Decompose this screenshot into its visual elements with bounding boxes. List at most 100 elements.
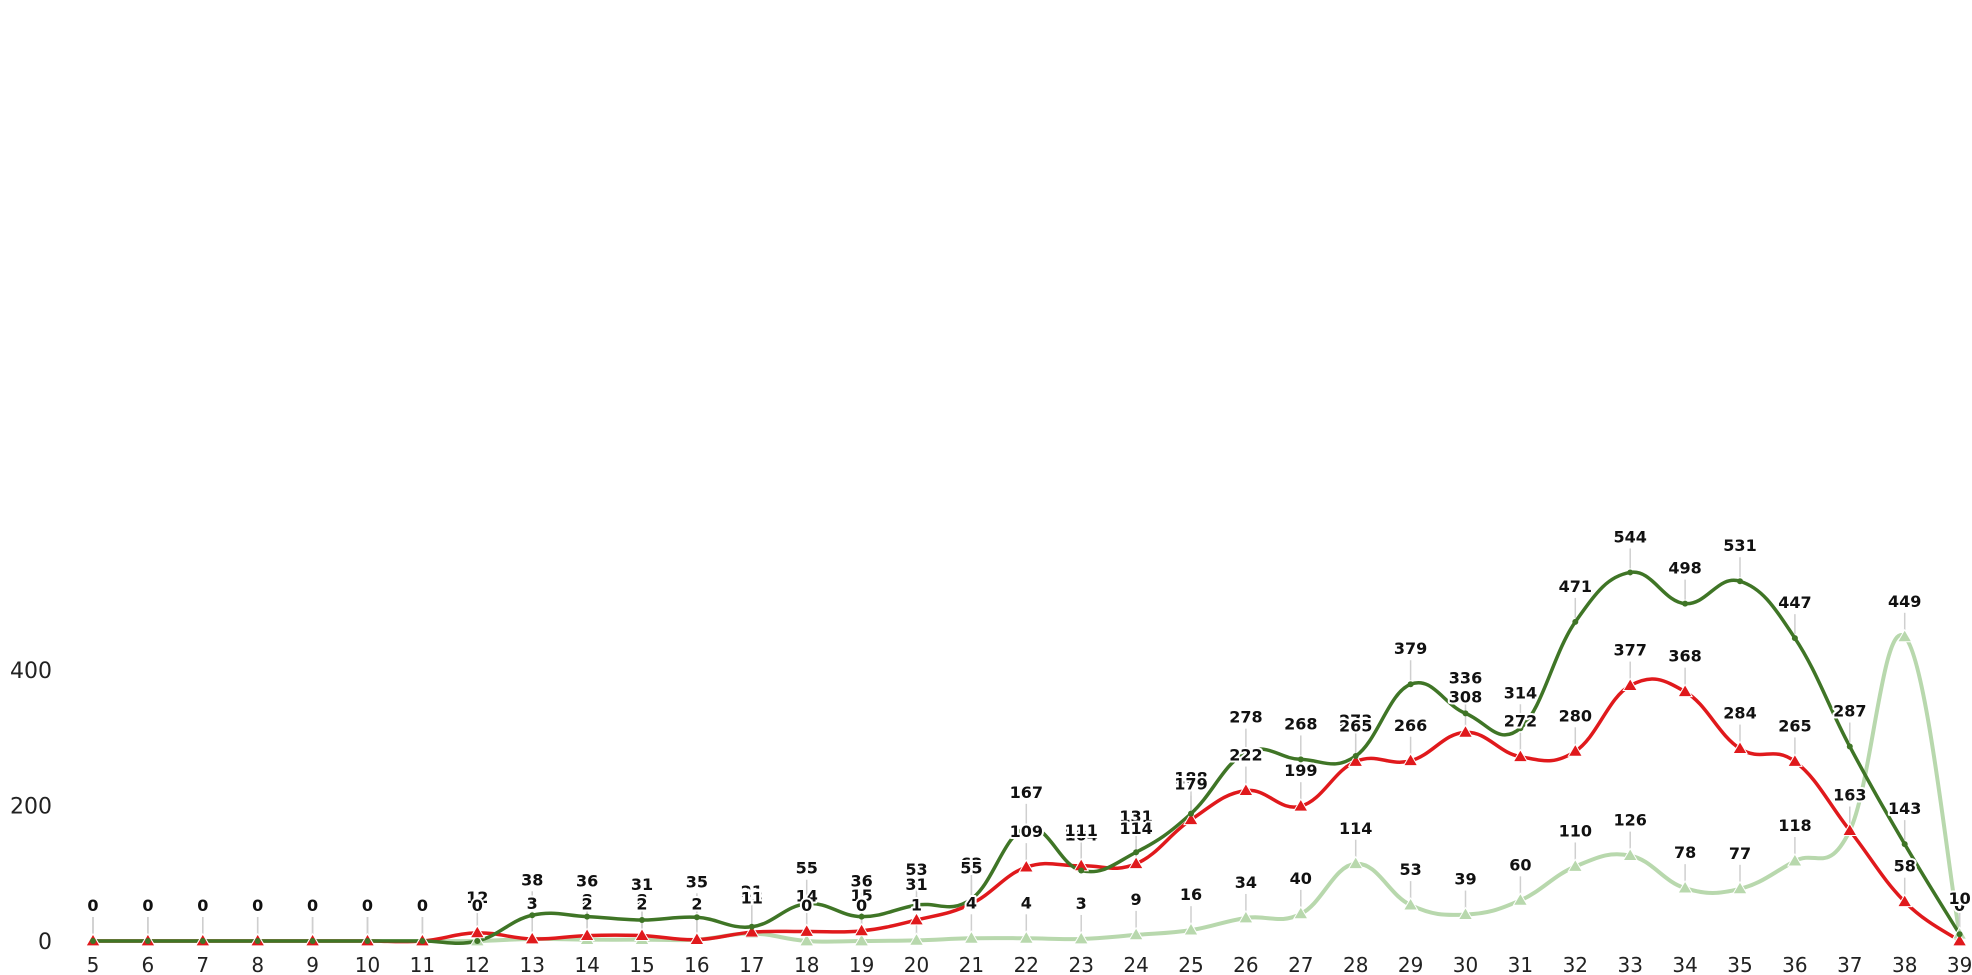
x-tick-label: 7 [196, 953, 209, 975]
data-label: 0 [856, 896, 867, 915]
data-point [1402, 752, 1419, 767]
data-point [1023, 824, 1030, 831]
data-label: 40 [1290, 869, 1312, 888]
data-point [1512, 748, 1529, 763]
data-label: 163 [1833, 786, 1866, 805]
data-point [1956, 931, 1963, 938]
x-tick-label: 31 [1508, 953, 1533, 975]
data-label: 35 [686, 872, 708, 891]
data-label: 0 [87, 896, 98, 915]
data-label: 273 [1339, 711, 1372, 730]
data-point [1622, 847, 1639, 862]
x-tick-label: 13 [519, 953, 544, 975]
data-point [1572, 618, 1579, 625]
data-label: 10 [1948, 889, 1970, 908]
data-point [1737, 578, 1743, 585]
data-label: 0 [417, 896, 428, 915]
data-point [639, 916, 645, 923]
data-label: 110 [1559, 821, 1592, 840]
data-label: 0 [417, 896, 428, 915]
data-markers [85, 569, 1968, 947]
x-tick-label: 37 [1837, 953, 1862, 975]
x-tick-label: 24 [1123, 953, 1148, 975]
data-point [1128, 855, 1144, 870]
data-label: 163 [1833, 786, 1866, 805]
data-label: 53 [1399, 860, 1421, 879]
data-point [634, 927, 650, 941]
data-point [474, 938, 481, 944]
data-point [419, 938, 426, 944]
x-tick-label: 19 [849, 953, 874, 975]
data-label: 36 [850, 872, 872, 891]
data-point [1402, 897, 1419, 911]
y-tick-label: 0 [38, 930, 52, 955]
data-point [748, 923, 755, 930]
data-point [364, 938, 371, 944]
x-tick-label: 16 [684, 953, 709, 975]
data-point [1018, 859, 1035, 873]
data-label: 114 [1119, 819, 1152, 838]
data-label: 0 [142, 896, 153, 915]
data-label: 0 [1954, 896, 1965, 915]
x-tick-label: 5 [87, 953, 100, 975]
data-label: 3 [527, 894, 538, 913]
x-axis: 5 6 7 8 9 10 11 12 13 14 15 16 17 18 19 20 21 22 23 24 25 26 2… [87, 953, 1972, 975]
data-point [1407, 681, 1414, 688]
data-point [1901, 841, 1908, 848]
data-label: 55 [960, 859, 982, 878]
data-label: 55 [796, 859, 818, 878]
x-tick-label: 27 [1288, 953, 1313, 975]
data-point [529, 912, 536, 919]
y-axis: 0 200 400 [10, 659, 52, 955]
data-point [1512, 892, 1529, 906]
data-point [1078, 867, 1085, 874]
data-label: 0 [252, 896, 263, 915]
data-point [1567, 858, 1584, 872]
data-point [689, 931, 705, 946]
data-label: 109 [1010, 822, 1043, 841]
data-label: 0 [362, 896, 373, 915]
data-label: 60 [1509, 855, 1531, 874]
x-tick-label: 39 [1947, 953, 1972, 975]
data-label: 265 [1339, 716, 1372, 735]
x-tick-label: 21 [959, 953, 984, 975]
x-tick-label: 20 [904, 953, 929, 975]
data-label: 36 [576, 872, 598, 891]
data-label: 266 [1394, 716, 1427, 735]
data-label: 0 [197, 896, 208, 915]
x-tick-label: 10 [355, 953, 380, 975]
data-point [908, 932, 925, 946]
data-label: 4 [1021, 893, 1032, 912]
data-point [1292, 905, 1309, 920]
data-point [1457, 906, 1474, 920]
data-point [1347, 855, 1364, 870]
data-point [1133, 849, 1140, 856]
data-point [1292, 798, 1309, 812]
data-label: 0 [417, 896, 428, 915]
x-tick-label: 11 [410, 953, 435, 975]
series-lines [91, 570, 1962, 946]
data-label: 265 [1778, 716, 1811, 735]
data-point [1238, 909, 1254, 924]
data-label: 62 [960, 854, 982, 873]
x-tick-label: 8 [251, 953, 264, 975]
data-point [853, 922, 870, 937]
data-label: 0 [142, 896, 153, 915]
data-point [963, 895, 980, 910]
data-label: 2 [691, 895, 702, 914]
data-label: 471 [1559, 577, 1592, 596]
data-label: 336 [1449, 668, 1482, 687]
data-label: 31 [905, 875, 927, 894]
data-point [1732, 740, 1748, 754]
data-label: 379 [1394, 639, 1427, 658]
data-label: 0 [197, 896, 208, 915]
data-label: 10 [1948, 889, 1970, 908]
data-point [968, 895, 975, 902]
data-point [1951, 933, 1968, 947]
x-tick-label: 29 [1398, 953, 1423, 975]
data-point [524, 930, 541, 945]
data-label: 531 [1723, 536, 1756, 555]
data-label: 449 [1888, 592, 1921, 611]
